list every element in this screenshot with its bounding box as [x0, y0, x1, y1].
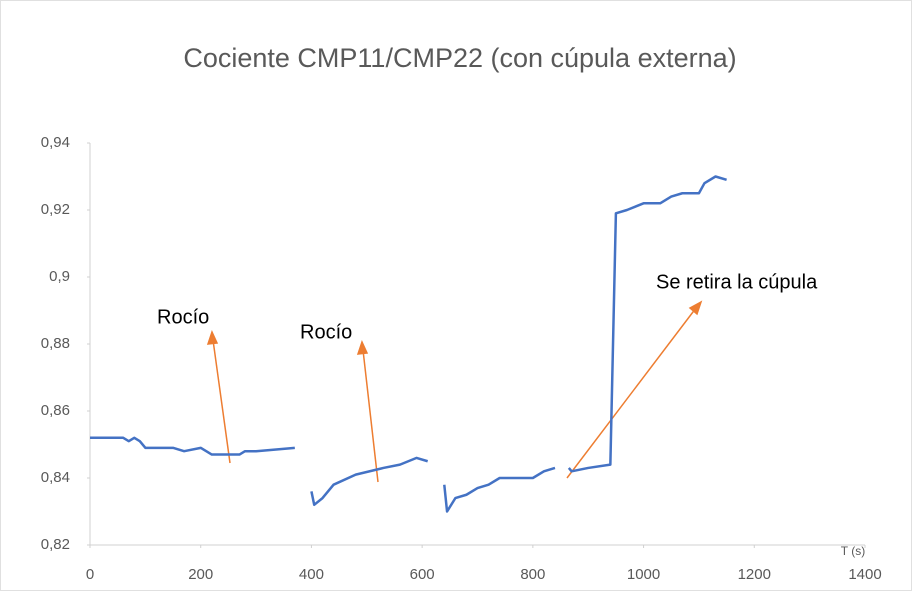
- x-axis-label: T (s): [841, 544, 865, 558]
- y-tick-label: 0,82: [41, 536, 70, 553]
- x-tick-label: 600: [410, 566, 435, 583]
- annotation: Rocío: [300, 321, 352, 343]
- y-tick-label: 0,84: [41, 469, 70, 486]
- x-tick-label: 1000: [627, 566, 660, 583]
- arrow: [362, 349, 379, 483]
- y-tick-label: 0,92: [41, 201, 70, 218]
- x-tick-label: 0: [86, 566, 94, 583]
- x-tick-label: 200: [188, 566, 213, 583]
- chart-title: Cociente CMP11/CMP22 (con cúpula externa…: [183, 43, 736, 73]
- arrow: [566, 307, 697, 479]
- y-tick-label: 0,9: [49, 268, 70, 285]
- annotation: Se retira la cúpula: [656, 271, 818, 293]
- arrow-head: [688, 300, 703, 316]
- x-tick-label: 400: [299, 566, 324, 583]
- annotation: Rocío: [157, 306, 209, 328]
- arrow-head: [206, 329, 219, 345]
- x-tick-label: 1200: [738, 566, 771, 583]
- y-tick-label: 0,94: [41, 134, 70, 151]
- x-tick-label: 1400: [848, 566, 881, 583]
- arrow: [212, 339, 231, 464]
- y-tick-label: 0,86: [41, 402, 70, 419]
- annotation-arrows: [206, 300, 703, 483]
- y-tick-label: 0,88: [41, 335, 70, 352]
- x-tick-label: 800: [520, 566, 545, 583]
- series-line: [90, 175, 727, 513]
- arrow-head: [356, 339, 369, 355]
